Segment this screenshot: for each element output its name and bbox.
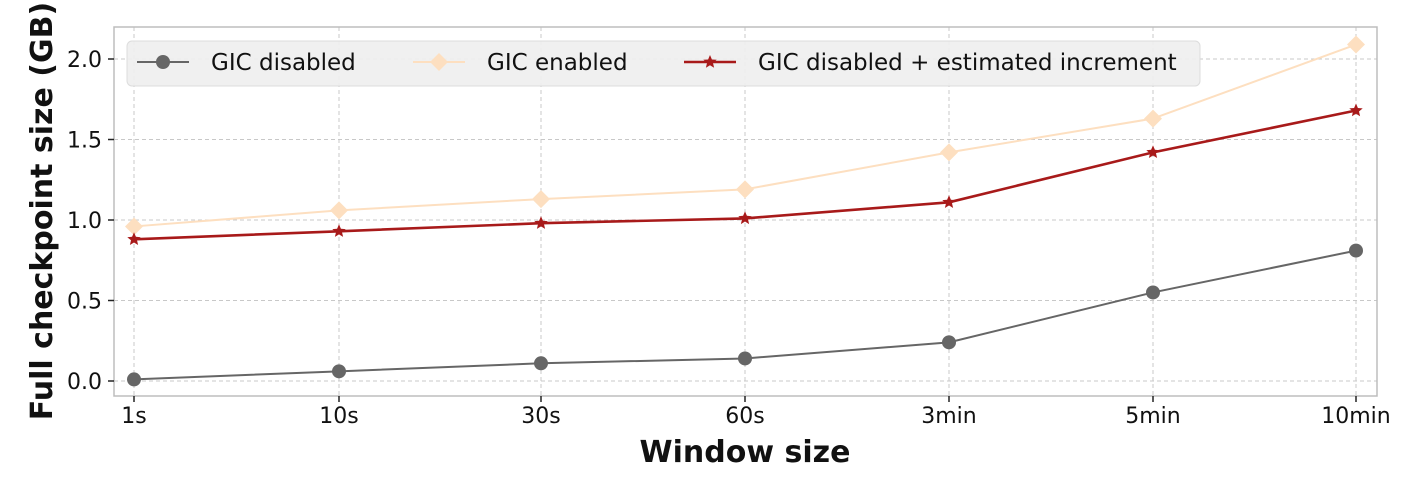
- star-marker-icon: [1146, 145, 1160, 158]
- diamond-marker-icon: [532, 190, 550, 209]
- x-axis-title: Window size: [640, 435, 851, 470]
- series-0: [127, 243, 1363, 387]
- diamond-marker-icon: [940, 143, 958, 162]
- legend-label: GIC disabled + estimated increment: [758, 50, 1177, 76]
- star-marker-icon: [738, 211, 752, 225]
- diamond-marker-icon: [736, 180, 754, 199]
- diamond-marker-icon: [1144, 109, 1162, 128]
- y-tick-label: 2.0: [67, 48, 102, 73]
- y-tick-label: 1.0: [67, 209, 102, 234]
- series-group: [125, 35, 1365, 387]
- diamond-marker-icon: [330, 201, 348, 220]
- circle-marker-icon: [127, 372, 141, 387]
- circle-marker-icon: [1146, 285, 1160, 300]
- x-tick-label: 1s: [121, 404, 146, 429]
- star-marker-icon: [942, 195, 956, 208]
- diamond-marker-icon: [125, 217, 143, 236]
- star-marker-icon: [1349, 103, 1363, 117]
- star-marker-icon: [534, 216, 548, 229]
- legend-box: [126, 40, 1201, 87]
- x-tick-label: 5min: [1125, 404, 1180, 429]
- star-marker-icon: [332, 224, 346, 237]
- y-axis: 0.0 0.5 1.0 1.5 2.0: [67, 48, 114, 395]
- x-tick-label: 30s: [521, 404, 560, 429]
- star-marker-icon: [127, 232, 141, 245]
- diamond-marker-icon: [1347, 35, 1365, 54]
- x-tick-label: 3min: [921, 404, 976, 429]
- series-1: [125, 35, 1365, 236]
- y-tick-label: 0.5: [67, 290, 102, 315]
- legend: GIC disabled GIC enabled GIC disabled + es…: [126, 40, 1201, 87]
- series-2: [127, 103, 1363, 245]
- circle-marker-icon: [534, 356, 548, 371]
- circle-marker-icon: [156, 55, 170, 69]
- y-axis-title: Full checkpoint size (GB): [25, 2, 60, 420]
- circle-marker-icon: [942, 335, 956, 350]
- y-tick-label: 1.5: [67, 129, 102, 154]
- x-axis: 1s 10s 30s 60s 3min 5min 10min: [121, 396, 1391, 429]
- legend-label: GIC disabled: [211, 50, 356, 76]
- diamond-marker-icon: [430, 53, 448, 71]
- legend-label: GIC enabled: [487, 50, 628, 76]
- x-tick-label: 60s: [725, 404, 764, 429]
- star-marker-icon: [703, 55, 717, 68]
- x-tick-label: 10s: [319, 404, 358, 429]
- circle-marker-icon: [738, 351, 752, 366]
- circle-marker-icon: [1349, 243, 1363, 258]
- x-tick-label: 10min: [1321, 404, 1390, 429]
- circle-marker-icon: [332, 364, 346, 379]
- y-tick-label: 0.0: [67, 370, 102, 395]
- legend-item: GIC disabled + estimated increment: [684, 50, 1177, 76]
- legend-item: GIC disabled: [137, 50, 356, 76]
- legend-item: GIC enabled: [413, 50, 628, 76]
